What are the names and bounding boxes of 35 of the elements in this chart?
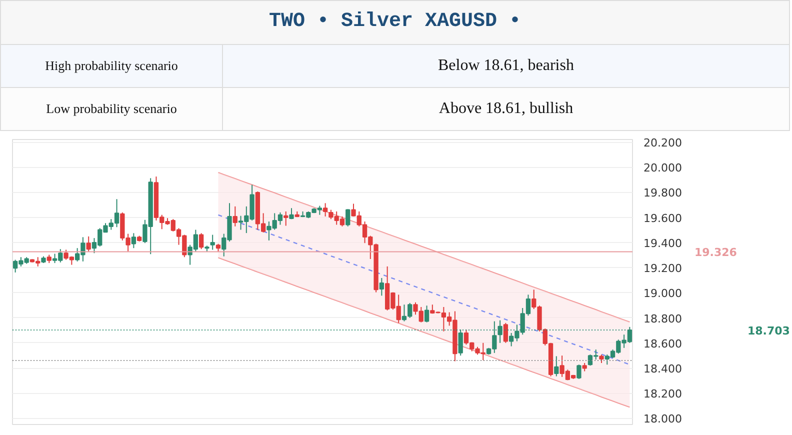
text: Low probability scenario: [0, 88, 222, 130]
candlestick: [576, 364, 582, 380]
candlestick: [86, 236, 91, 252]
candlestick: [503, 322, 508, 344]
ref-line-label: 18.703: [748, 324, 790, 338]
candlestick: [131, 232, 136, 249]
candlestick: [284, 210, 288, 226]
text: Above 18.61, bullish: [222, 88, 790, 130]
y-tick-label: 18.200: [644, 388, 682, 401]
y-tick-label: 18.000: [644, 412, 682, 426]
y-tick-label: 19.600: [644, 212, 682, 225]
y-tick-label: 18.800: [644, 312, 682, 326]
candlestick: [346, 208, 350, 227]
candlestick: [379, 277, 384, 296]
y-tick-label: 20.000: [644, 162, 682, 175]
y-tick-label: 18.600: [644, 337, 682, 350]
y-tick-label: 19.400: [644, 236, 682, 250]
y-tick-label: 19.200: [644, 262, 682, 276]
candlestick: [554, 356, 559, 377]
candlestick: [232, 206, 238, 227]
line-series: [218, 172, 630, 323]
line-series: [218, 214, 630, 366]
candlestick: [210, 234, 215, 250]
chart-title: TWO • Silver XAGUSD •: [0, 0, 790, 44]
candlestick: [424, 305, 430, 323]
y-tick-label: 20.200: [644, 136, 682, 150]
text: Below 18.61, bearish: [222, 44, 790, 88]
text: High probability scenario: [0, 44, 222, 88]
candlestick: [322, 202, 328, 217]
y-tick-label: 19.000: [644, 287, 682, 300]
y-tick-label: 19.800: [644, 186, 682, 200]
candlestick: [198, 232, 204, 250]
ref-line-label: 19.326: [694, 246, 738, 260]
line-series: [218, 256, 630, 408]
y-tick-label: 18.400: [644, 362, 682, 376]
